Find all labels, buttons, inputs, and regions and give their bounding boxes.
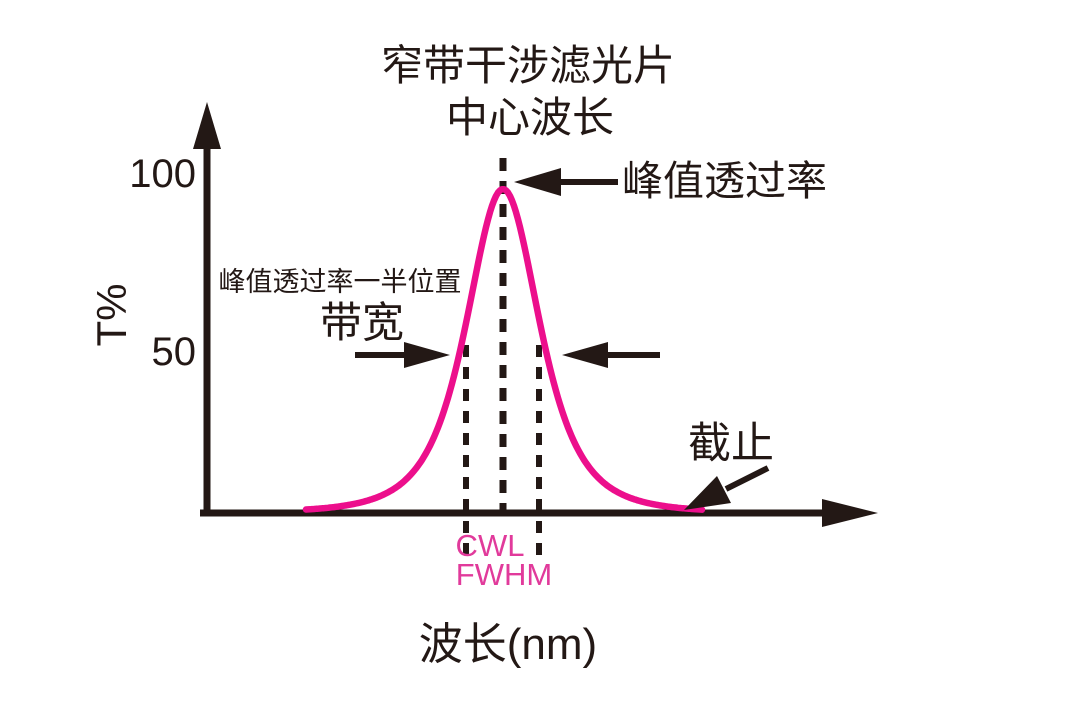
annotation-cutoff: 截止	[688, 420, 774, 468]
y-axis-label: T%	[87, 283, 135, 347]
chart-title-line1: 窄带干涉滤光片	[380, 42, 676, 89]
bandwidth-right-arrow-head-icon	[562, 342, 608, 368]
annotation-bandwidth: 带宽	[319, 299, 405, 346]
annotation-half-peak-position: 峰值透过率一半位置	[218, 267, 462, 297]
peak-arrow-head-icon	[514, 168, 561, 196]
cutoff-arrow-head-icon	[684, 476, 731, 510]
transmission-curve	[302, 185, 706, 513]
y-axis-arrowhead-icon	[193, 102, 221, 149]
annotation-fwhm: FWHM	[455, 557, 553, 592]
bandwidth-left-arrow-head-icon	[404, 342, 450, 368]
annotation-cwl: CWL	[455, 528, 525, 563]
y-tick-100: 100	[129, 152, 196, 196]
x-axis-label: 波长(nm)	[418, 620, 598, 669]
chart-title-line2: 中心波长	[445, 94, 615, 141]
annotation-peak-transmittance: 峰值透过率	[622, 158, 827, 204]
x-axis-arrowhead-icon	[822, 499, 878, 527]
y-tick-50: 50	[151, 330, 197, 374]
cutoff-arrow-shaft	[724, 465, 770, 492]
